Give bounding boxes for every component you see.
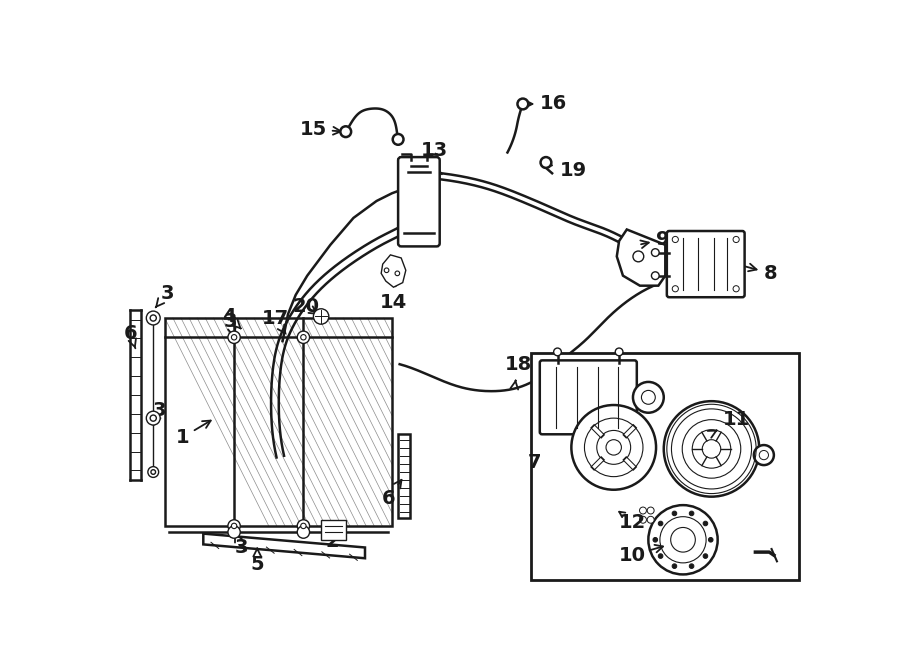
Circle shape (231, 334, 237, 340)
Circle shape (228, 526, 240, 538)
Circle shape (703, 521, 707, 525)
Circle shape (734, 286, 739, 292)
Circle shape (313, 309, 328, 324)
Circle shape (658, 554, 663, 559)
Bar (321, 520, 346, 540)
Text: 6: 6 (382, 480, 401, 508)
Text: 16: 16 (525, 95, 567, 114)
Circle shape (231, 524, 237, 529)
Circle shape (147, 311, 160, 325)
FancyBboxPatch shape (398, 157, 440, 247)
Circle shape (518, 98, 528, 109)
Bar (530, 353, 798, 580)
Bar (398, 434, 410, 518)
Circle shape (647, 516, 654, 524)
Circle shape (297, 526, 310, 538)
Circle shape (301, 524, 306, 529)
Circle shape (658, 521, 663, 525)
Text: 1: 1 (176, 420, 211, 447)
Circle shape (640, 516, 646, 524)
Circle shape (734, 237, 739, 243)
Circle shape (392, 134, 403, 145)
Text: 6: 6 (123, 324, 137, 348)
Circle shape (689, 564, 694, 568)
Circle shape (228, 520, 240, 532)
Circle shape (554, 348, 562, 356)
Circle shape (672, 511, 677, 516)
Circle shape (228, 331, 240, 344)
Text: 19: 19 (544, 160, 587, 180)
Text: 20: 20 (292, 297, 320, 316)
Text: 17: 17 (261, 309, 289, 333)
Circle shape (672, 286, 679, 292)
Circle shape (708, 537, 713, 542)
Text: 2: 2 (326, 525, 339, 551)
Polygon shape (616, 229, 665, 286)
FancyBboxPatch shape (667, 231, 744, 297)
Circle shape (689, 511, 694, 516)
Circle shape (664, 401, 760, 496)
Circle shape (150, 315, 157, 321)
Circle shape (672, 564, 677, 568)
Circle shape (150, 415, 157, 421)
Circle shape (653, 537, 658, 542)
Circle shape (297, 331, 310, 344)
Circle shape (703, 554, 707, 559)
Text: 3: 3 (156, 284, 174, 307)
Text: 4: 4 (222, 307, 240, 329)
Text: 12: 12 (618, 512, 646, 531)
Circle shape (541, 157, 552, 168)
Bar (165, 318, 392, 526)
Circle shape (301, 334, 306, 340)
Polygon shape (382, 255, 406, 288)
Text: 9: 9 (641, 230, 670, 249)
Text: 10: 10 (618, 545, 663, 564)
Circle shape (648, 505, 717, 574)
Circle shape (340, 126, 351, 137)
Text: 3: 3 (153, 401, 166, 425)
Circle shape (297, 520, 310, 532)
Circle shape (754, 445, 774, 465)
Text: 7: 7 (527, 453, 541, 472)
Text: 18: 18 (505, 355, 532, 389)
Text: 3: 3 (223, 313, 237, 337)
Text: 3: 3 (234, 533, 248, 557)
Text: 14: 14 (380, 278, 407, 312)
Circle shape (640, 507, 646, 514)
Circle shape (384, 268, 389, 272)
Circle shape (395, 271, 400, 276)
Circle shape (572, 405, 656, 490)
Text: 13: 13 (420, 141, 448, 175)
FancyBboxPatch shape (540, 360, 637, 434)
Text: 5: 5 (250, 549, 264, 574)
Text: 11: 11 (707, 410, 751, 438)
Circle shape (147, 411, 160, 425)
Text: 8: 8 (745, 264, 778, 283)
Circle shape (652, 249, 659, 256)
Circle shape (616, 348, 623, 356)
Circle shape (633, 251, 643, 262)
Polygon shape (203, 533, 365, 559)
Circle shape (647, 507, 654, 514)
Text: 15: 15 (300, 120, 341, 139)
Circle shape (672, 237, 679, 243)
Circle shape (633, 382, 664, 412)
Circle shape (151, 470, 156, 475)
Circle shape (148, 467, 158, 477)
Circle shape (652, 272, 659, 280)
